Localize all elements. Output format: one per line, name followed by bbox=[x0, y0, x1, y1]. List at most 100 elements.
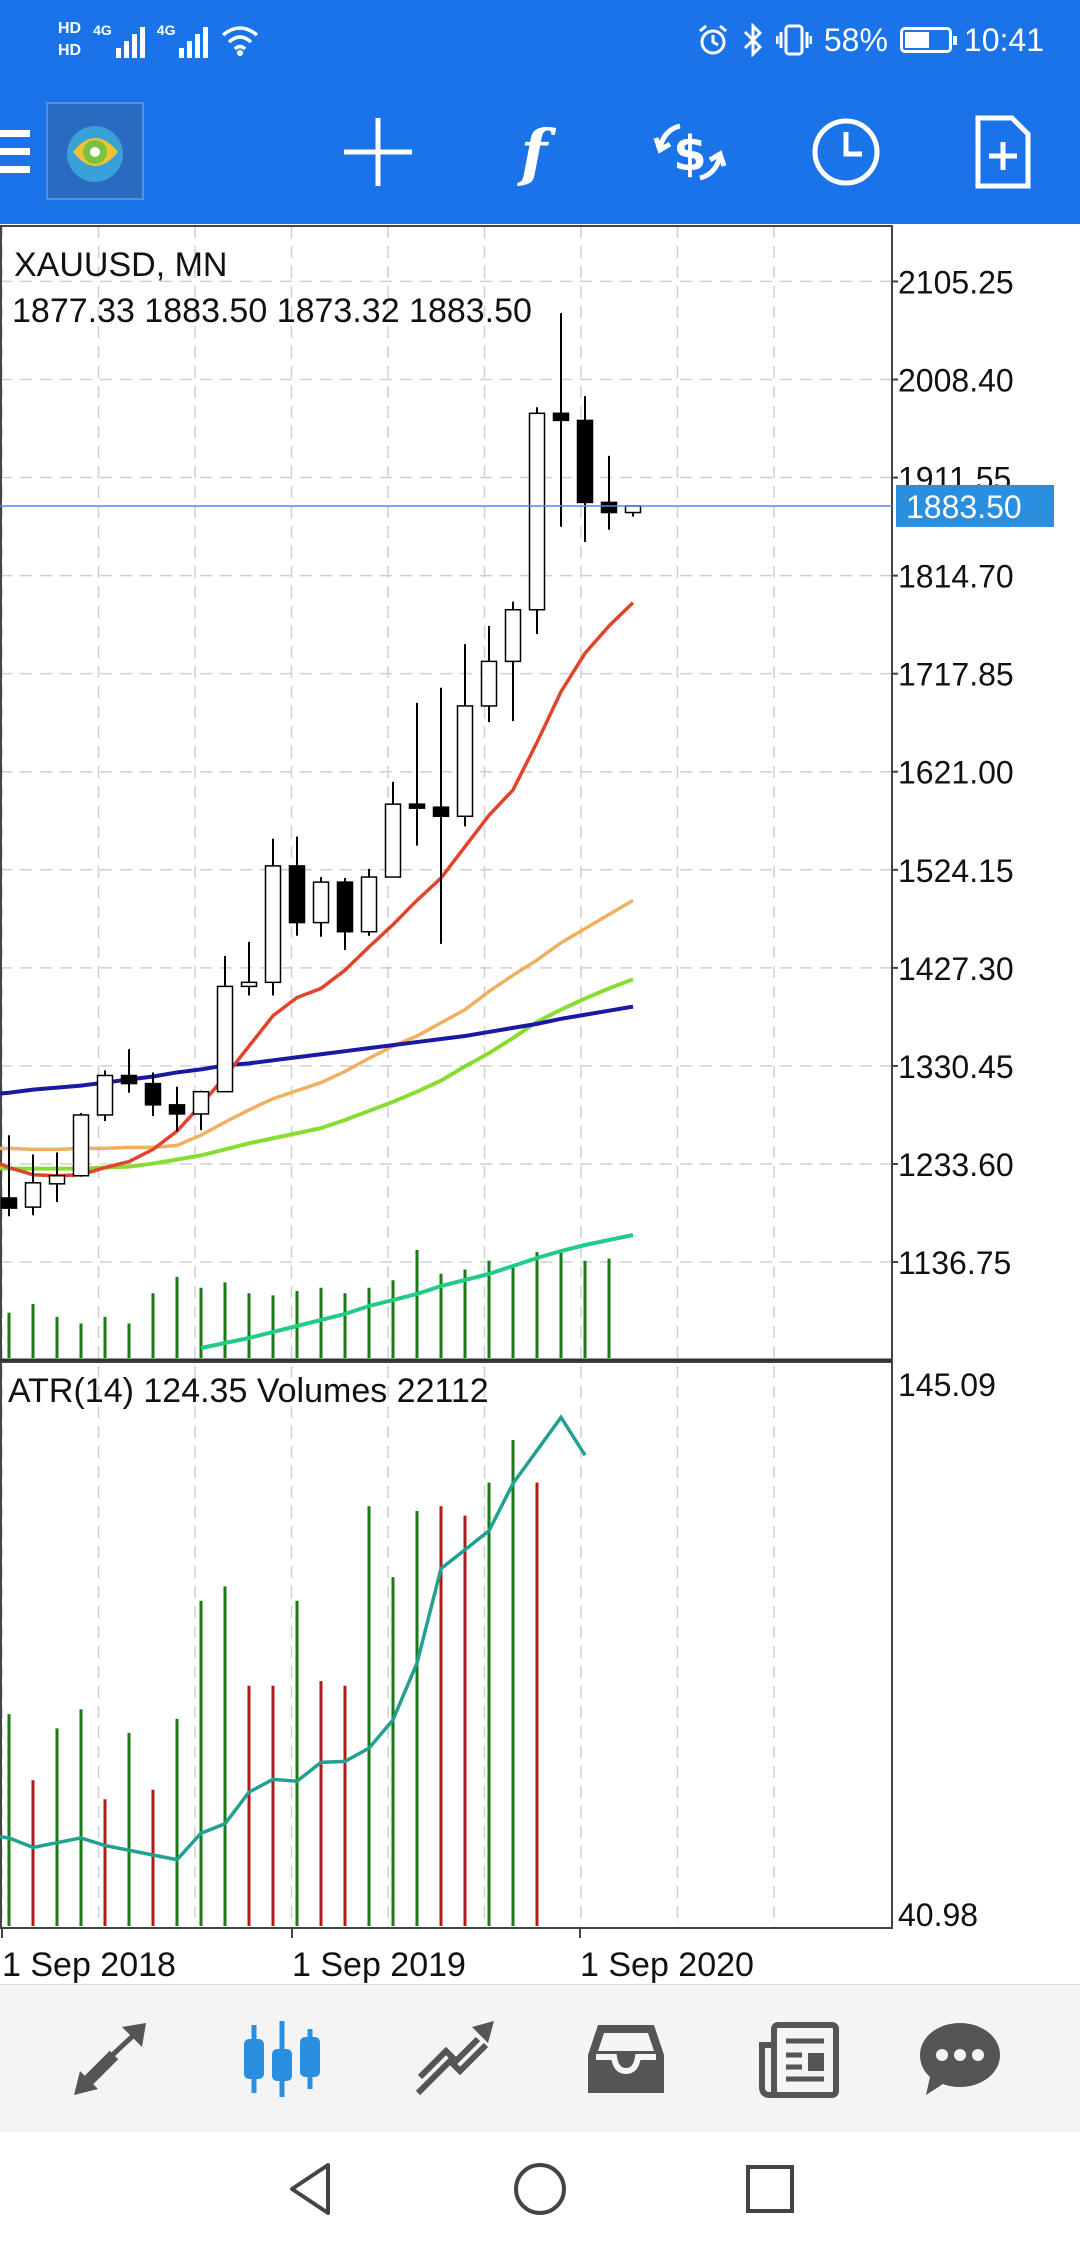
chart-area[interactable]: 2105.25 2008.40 1911.55 1814.70 1717.85 1621.… bbox=[0, 224, 1080, 1984]
bear-candle bbox=[576, 419, 594, 504]
sub-axis-max-label: 145.09 bbox=[898, 1367, 996, 1403]
clock-time: 10:41 bbox=[963, 21, 1044, 58]
bear-candle bbox=[168, 1104, 186, 1115]
new-order-button[interactable] bbox=[952, 102, 1052, 202]
recents-button[interactable] bbox=[735, 2154, 805, 2224]
price-axis: 2105.252008.401911.551814.701717.851621.… bbox=[892, 264, 1054, 1933]
bull-candle bbox=[264, 865, 282, 984]
bull-candle bbox=[624, 505, 642, 514]
bear-candle bbox=[600, 501, 618, 514]
timeframe-button[interactable] bbox=[796, 102, 896, 202]
home-icon bbox=[514, 2163, 566, 2215]
date-axis-label: 1 Sep 2020 bbox=[580, 1946, 754, 1984]
chart-grid bbox=[0, 226, 892, 1928]
bull-candle bbox=[216, 985, 234, 1093]
date-axis: 1 Sep 2018 1 Sep 2019 1 Sep 2020 bbox=[1, 1928, 754, 1984]
bear-candle bbox=[336, 881, 354, 933]
price-axis-label: 1814.70 bbox=[898, 559, 1014, 595]
quotes-tab[interactable] bbox=[60, 2009, 160, 2109]
vibrate-icon bbox=[775, 24, 812, 56]
signal-1: 4G bbox=[93, 22, 145, 58]
system-navigation bbox=[0, 2132, 1080, 2244]
trade-tab[interactable] bbox=[404, 2009, 504, 2109]
wifi-icon bbox=[222, 26, 259, 56]
bull-candle bbox=[456, 705, 474, 818]
newspaper-icon bbox=[759, 2022, 839, 2098]
price-axis-label: 1621.00 bbox=[898, 755, 1014, 791]
home-button[interactable] bbox=[505, 2154, 575, 2224]
trade-trend-icon bbox=[415, 2021, 494, 2096]
hd-indicator: HD HD bbox=[58, 18, 81, 62]
crosshair-icon bbox=[344, 118, 412, 186]
svg-text:$: $ bbox=[673, 126, 706, 182]
back-button[interactable] bbox=[275, 2154, 345, 2224]
new-document-icon bbox=[975, 115, 1031, 189]
price-axis-label: 1717.85 bbox=[898, 657, 1014, 693]
current-price-label: 1883.50 bbox=[906, 489, 1022, 525]
network-type-2: 4G bbox=[156, 22, 176, 38]
symbol-label: XAUUSD, MN bbox=[14, 246, 228, 284]
price-axis-label: 2008.40 bbox=[898, 362, 1014, 398]
main-window-frame bbox=[0, 225, 893, 1361]
chart-canvas[interactable]: 2105.252008.401911.551814.701717.851621.… bbox=[0, 224, 1080, 1984]
function-icon: f bbox=[517, 116, 557, 189]
date-axis-label: 1 Sep 2019 bbox=[292, 1946, 466, 1984]
bull-candle bbox=[48, 1174, 66, 1185]
back-icon bbox=[290, 2163, 330, 2215]
atr-polyline bbox=[0, 1414, 587, 1862]
status-bar: HD HD 4G 4G 58% bbox=[0, 0, 1080, 80]
bear-candle bbox=[0, 1197, 18, 1209]
bull-candle bbox=[480, 660, 498, 707]
battery-icon bbox=[899, 27, 957, 53]
signal-bars-icon bbox=[115, 22, 145, 58]
quotes-arrows-icon bbox=[74, 2023, 146, 2095]
bear-candle bbox=[288, 865, 306, 924]
bull-candle bbox=[192, 1090, 210, 1115]
current-price-tag bbox=[896, 484, 1054, 527]
bull-candle bbox=[72, 1114, 90, 1177]
moving-average-lines bbox=[0, 601, 635, 1350]
news-tab[interactable] bbox=[748, 2009, 848, 2109]
ma-green-line bbox=[0, 977, 634, 1171]
price-axis-label: 1233.60 bbox=[898, 1147, 1014, 1183]
hamburger-menu-icon[interactable] bbox=[0, 130, 30, 174]
messages-tab[interactable] bbox=[910, 2009, 1010, 2109]
price-axis-label: 1524.15 bbox=[898, 853, 1014, 889]
status-right: 58% 10:41 bbox=[696, 14, 1044, 66]
bull-candle bbox=[24, 1182, 42, 1208]
date-axis-label: 1 Sep 2018 bbox=[2, 1946, 176, 1984]
status-left: HD HD 4G 4G bbox=[58, 10, 260, 70]
alarm-icon bbox=[698, 24, 727, 55]
bear-candle bbox=[432, 806, 450, 818]
crosshair-button[interactable] bbox=[328, 102, 428, 202]
bluetooth-icon bbox=[743, 23, 762, 57]
indicators-button[interactable]: f bbox=[484, 102, 584, 202]
bull-candle bbox=[312, 881, 330, 924]
signal-2: 4G bbox=[157, 22, 209, 58]
bear-candle bbox=[408, 803, 426, 809]
recents-icon bbox=[746, 2165, 794, 2213]
signal-bars-icon bbox=[179, 22, 209, 58]
main-volume-bars bbox=[7, 1250, 611, 1358]
bull-candle bbox=[240, 981, 258, 988]
bull-candle bbox=[360, 876, 378, 933]
price-axis-label: 1330.45 bbox=[898, 1049, 1014, 1085]
metatrader-logo[interactable] bbox=[46, 102, 144, 200]
sub-window-frame bbox=[0, 1361, 893, 1929]
chat-bubble-icon bbox=[920, 2023, 1000, 2095]
chart-frame bbox=[0, 225, 893, 1929]
chart-tab[interactable] bbox=[232, 2009, 332, 2109]
clock-icon bbox=[812, 118, 880, 186]
bear-candle bbox=[552, 412, 570, 422]
price-axis-label: 1427.30 bbox=[898, 951, 1014, 987]
network-type-1: 4G bbox=[93, 22, 112, 38]
bull-candle bbox=[504, 608, 522, 663]
price-axis-label: 2105.25 bbox=[898, 264, 1014, 300]
bottom-navigation bbox=[0, 1984, 1080, 2133]
top-toolbar: f $ bbox=[0, 80, 1080, 224]
sub-volume-bars bbox=[7, 1440, 539, 1926]
history-tab[interactable] bbox=[576, 2009, 676, 2109]
symbols-button[interactable]: $ bbox=[640, 102, 740, 202]
bull-candle bbox=[528, 412, 546, 611]
candlesticks bbox=[0, 313, 892, 1217]
